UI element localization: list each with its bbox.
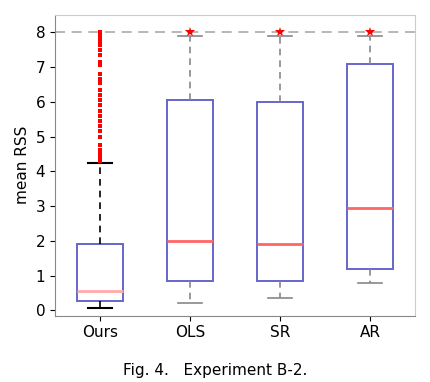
PathPatch shape — [166, 100, 213, 281]
Text: Fig. 4.   Experiment B-2.: Fig. 4. Experiment B-2. — [123, 363, 307, 378]
PathPatch shape — [347, 64, 393, 269]
PathPatch shape — [257, 102, 304, 281]
Y-axis label: mean RSS: mean RSS — [15, 126, 30, 204]
PathPatch shape — [77, 244, 123, 301]
